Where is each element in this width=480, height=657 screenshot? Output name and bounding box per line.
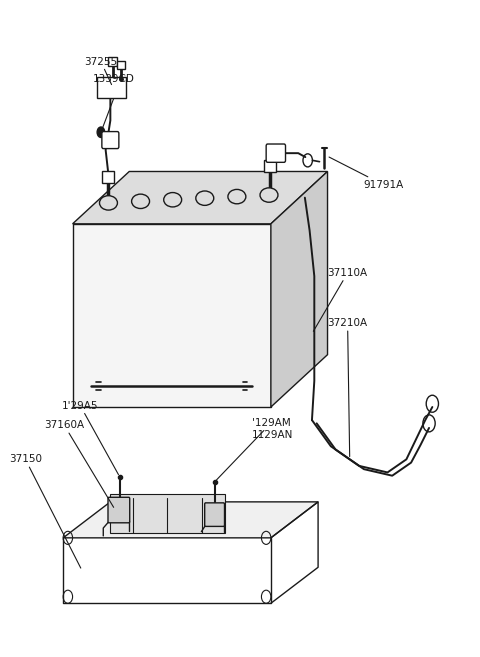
FancyBboxPatch shape	[110, 494, 225, 533]
Text: 37255: 37255	[84, 57, 118, 85]
Ellipse shape	[196, 191, 214, 206]
Polygon shape	[271, 171, 327, 407]
Ellipse shape	[132, 194, 150, 208]
Text: 1129AN: 1129AN	[252, 430, 293, 440]
Text: 1'29A5: 1'29A5	[62, 401, 119, 474]
FancyBboxPatch shape	[97, 77, 126, 97]
Ellipse shape	[228, 189, 246, 204]
Bar	[264, 160, 276, 172]
Text: 1339CD: 1339CD	[93, 74, 134, 83]
Ellipse shape	[164, 193, 181, 207]
FancyBboxPatch shape	[266, 144, 286, 162]
Text: 37210A: 37210A	[327, 318, 368, 457]
Bar	[102, 171, 114, 183]
FancyBboxPatch shape	[108, 497, 130, 523]
Text: 37110A: 37110A	[313, 268, 368, 331]
Ellipse shape	[260, 188, 278, 202]
Polygon shape	[63, 502, 318, 538]
FancyBboxPatch shape	[102, 131, 119, 148]
FancyBboxPatch shape	[204, 503, 225, 526]
Polygon shape	[72, 171, 327, 224]
Text: 37160A: 37160A	[44, 420, 114, 507]
Circle shape	[97, 127, 105, 137]
Polygon shape	[72, 224, 271, 407]
Text: '129AM: '129AM	[216, 418, 291, 480]
Text: 37150: 37150	[9, 455, 81, 568]
Text: 91791A: 91791A	[329, 157, 403, 190]
Bar	[117, 61, 124, 69]
Bar	[108, 57, 118, 66]
Ellipse shape	[99, 196, 118, 210]
